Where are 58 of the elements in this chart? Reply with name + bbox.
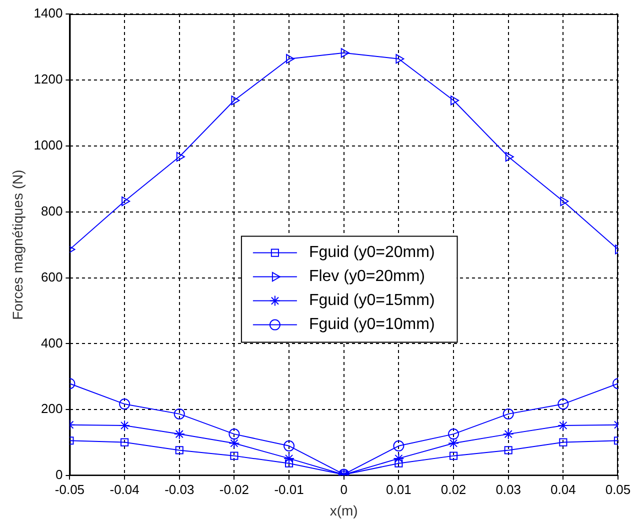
- y-axis-title: Forces magnétiques (N): [9, 170, 26, 320]
- point: [393, 452, 404, 464]
- point: [504, 446, 512, 454]
- point: [120, 438, 129, 446]
- legend-label: Fguid (y0=20mm): [308, 244, 435, 262]
- point: [450, 96, 460, 106]
- x-tick-label: 0.04: [550, 482, 576, 497]
- point: [175, 446, 184, 454]
- point: [174, 428, 185, 440]
- y-tick-label: 0: [55, 467, 63, 482]
- point: [231, 96, 240, 106]
- x-tick-label: -0.02: [219, 482, 250, 497]
- point: [176, 152, 185, 162]
- point: [228, 428, 240, 440]
- x-tick-label: -0.03: [164, 482, 194, 497]
- point: [393, 440, 404, 452]
- point: [394, 459, 403, 468]
- point: [284, 452, 295, 464]
- x-tick-label: -0.04: [110, 482, 140, 497]
- point: [505, 152, 514, 162]
- x-tick-label: -0.05: [54, 482, 85, 497]
- point: [228, 438, 240, 449]
- legend-label: Fguid (y0=10mm): [308, 316, 435, 334]
- point: [448, 428, 460, 440]
- point: [284, 459, 294, 468]
- legend-label: Flev (y0=20mm): [308, 268, 425, 286]
- x-tick-label: -0.01: [274, 482, 304, 497]
- point: [449, 452, 458, 460]
- x-axis-title: x(m): [330, 502, 358, 518]
- point: [560, 196, 569, 206]
- point: [558, 398, 569, 410]
- point: [122, 196, 130, 206]
- point: [340, 48, 350, 58]
- y-tick-label: 1400: [34, 6, 63, 21]
- point: [174, 408, 185, 420]
- x-tick-label: 0.01: [386, 482, 412, 497]
- point: [230, 452, 238, 460]
- y-tick-label: 400: [41, 335, 63, 350]
- legend-label: Fguid (y0=15mm): [308, 292, 435, 310]
- y-tick-label: 200: [41, 401, 63, 416]
- y-tick-label: 1200: [34, 72, 63, 87]
- point: [119, 420, 130, 431]
- y-tick-label: 800: [41, 203, 63, 218]
- point: [119, 398, 130, 410]
- x-tick-label: 0.05: [605, 482, 631, 497]
- point: [558, 420, 569, 431]
- point: [448, 438, 460, 449]
- point: [396, 54, 404, 64]
- x-tick-label: 0: [340, 482, 348, 497]
- y-tick-label: 600: [41, 269, 63, 284]
- point: [502, 408, 514, 420]
- x-tick-label: 0.02: [440, 482, 466, 497]
- point: [559, 438, 568, 446]
- y-tick-label: 1000: [34, 137, 63, 152]
- point: [284, 440, 295, 452]
- point: [286, 54, 295, 64]
- point: [502, 428, 514, 440]
- x-tick-label: 0.03: [496, 482, 521, 497]
